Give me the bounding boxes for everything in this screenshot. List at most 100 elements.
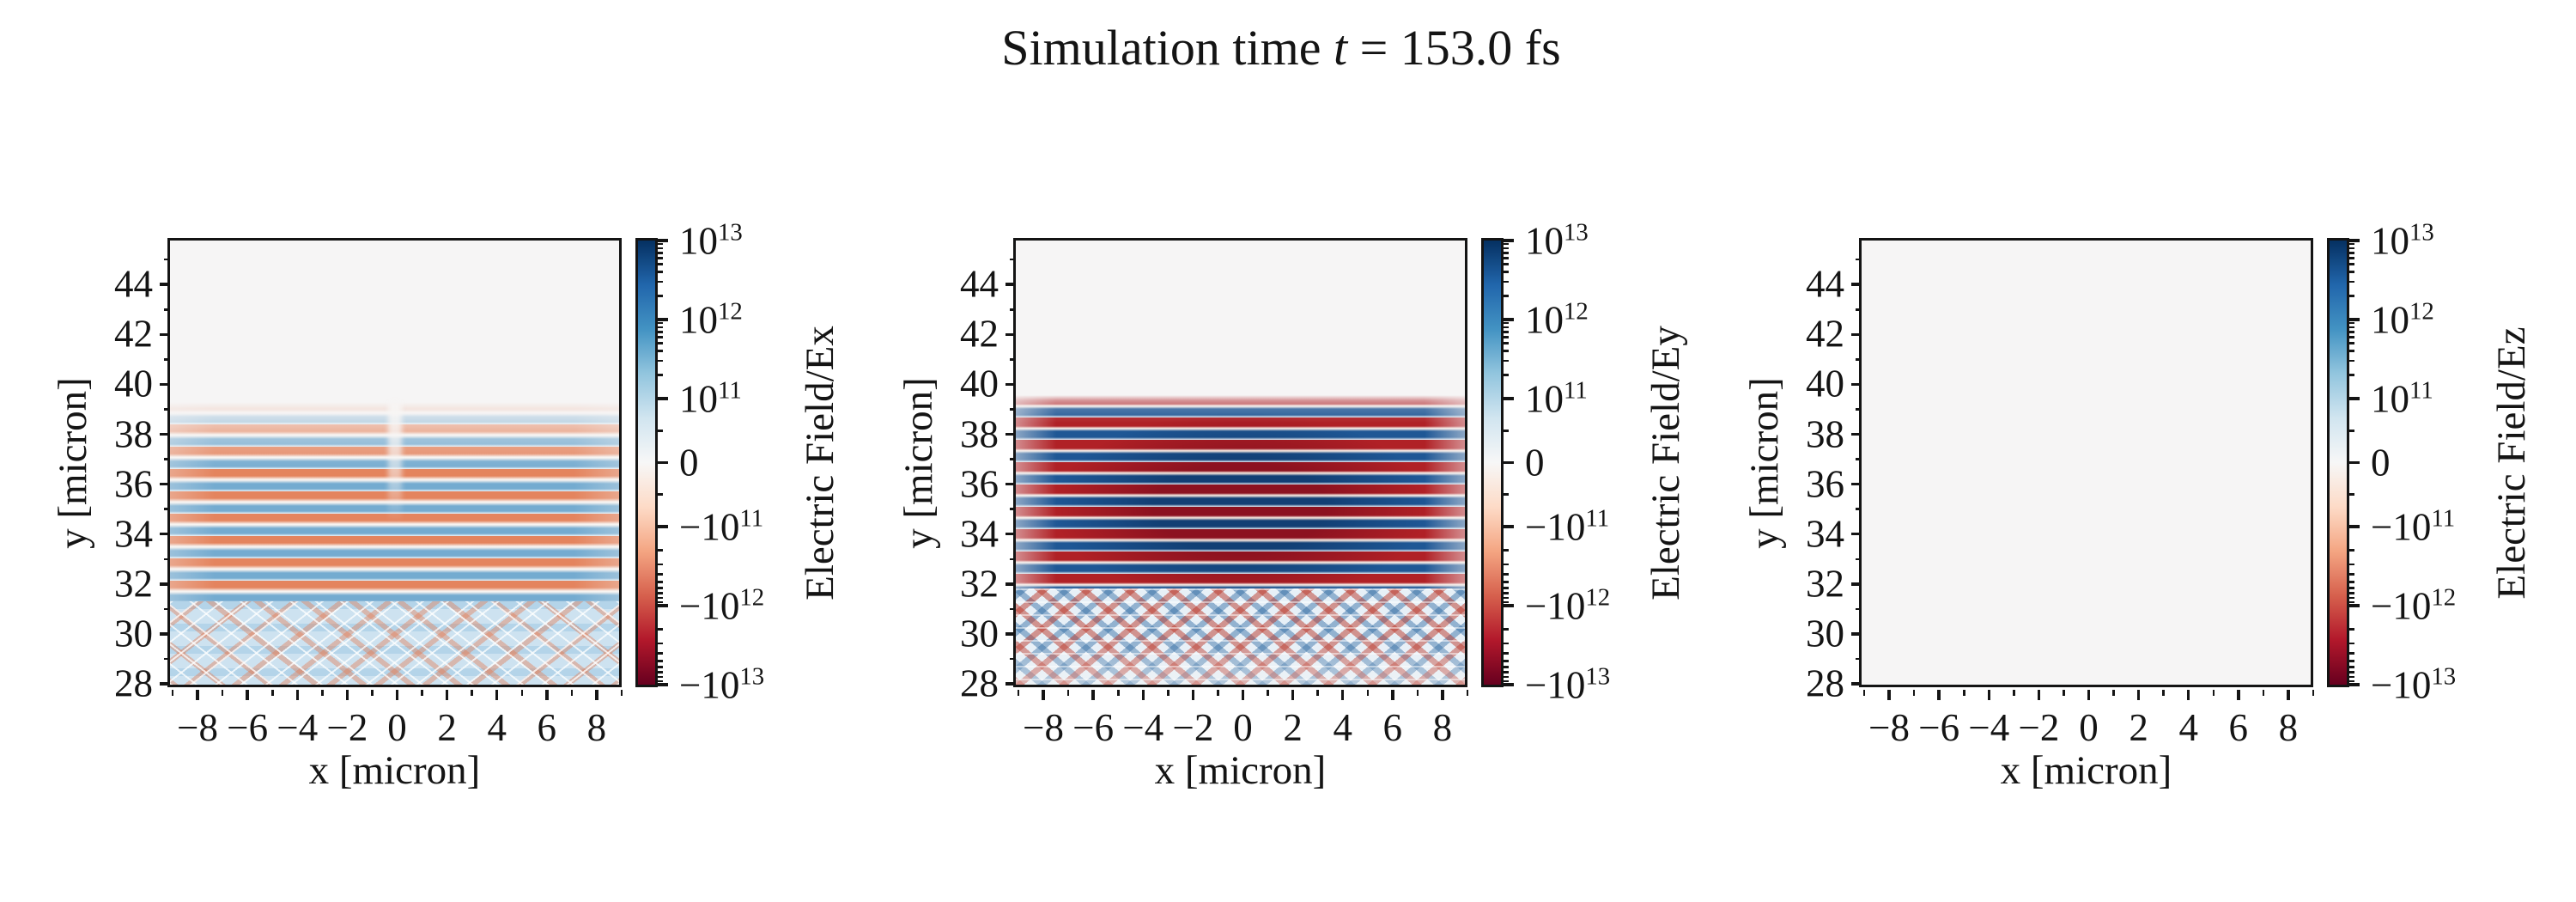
colorbar-tick-label: 1013 (1525, 218, 1589, 263)
colorbar-minor-tick (1501, 374, 1509, 376)
colorbar-minor-tick (2347, 493, 2354, 496)
x-minor-tick (2212, 690, 2215, 696)
y-tick (160, 432, 170, 436)
x-minor-tick (1963, 690, 1965, 696)
y-minor-tick (164, 358, 170, 361)
x-tick (495, 690, 499, 700)
colorbar-minor-tick (655, 587, 663, 589)
y-tick-label: 42 (960, 312, 999, 356)
y-tick (160, 382, 170, 387)
colorbar-minor-tick (655, 252, 663, 254)
colorbar-minor-tick (2347, 263, 2354, 265)
y-minor-tick (1010, 308, 1016, 311)
colorbar-minor-tick (1501, 666, 1509, 668)
y-tick (1851, 632, 1862, 636)
colorbar-tick (2347, 683, 2360, 686)
colorbar-minor-tick (655, 666, 663, 668)
colorbar-minor-tick (2347, 596, 2354, 600)
y-minor-tick (1856, 308, 1862, 311)
x-tick-label: 6 (537, 706, 557, 749)
colorbar-minor-tick (655, 295, 663, 297)
colorbar-minor-tick (2347, 592, 2354, 594)
y-tick-label: 28 (960, 661, 999, 705)
colorbar-minor-tick (1501, 326, 1509, 329)
colorbar-tick (2347, 460, 2360, 465)
colorbar-tick (655, 318, 668, 321)
colorbar-minor-tick (2347, 581, 2354, 583)
colorbar-minor-tick (2347, 600, 2354, 603)
colorbar-minor-tick (1501, 493, 1509, 496)
x-tick (1391, 690, 1394, 700)
colorbar-tick-label: 1012 (679, 297, 743, 342)
x-minor-tick (620, 690, 623, 696)
colorbar-minor-tick (2347, 242, 2354, 246)
colorbar-minor-tick (2347, 666, 2354, 668)
colorbar-minor-tick (1501, 671, 1509, 673)
x-minor-tick (171, 690, 174, 696)
x-minor-tick (1416, 690, 1419, 696)
x-minor-tick (271, 690, 274, 696)
y-tick-label: 30 (114, 612, 153, 655)
y-tick-label: 40 (114, 362, 153, 405)
y-tick-label: 38 (960, 412, 999, 456)
x-minor-tick (221, 690, 224, 696)
x-minor-tick (2063, 690, 2065, 696)
x-minor-tick (1316, 690, 1319, 696)
colorbar-minor-tick (1501, 680, 1509, 683)
colorbar-minor-tick (1501, 257, 1509, 259)
colorbar-minor-tick (2347, 573, 2354, 576)
x-tick (2037, 690, 2041, 700)
x-tick-label: 6 (1382, 706, 1403, 749)
x-minor-tick (421, 690, 423, 696)
x-tick-label: −2 (1172, 706, 1214, 749)
colorbar-minor-tick (1501, 600, 1509, 603)
colorbar-minor-tick (1501, 263, 1509, 265)
y-tick-label: 42 (1806, 312, 1844, 356)
colorbar-minor-tick (655, 642, 663, 645)
colorbar-tick (1501, 239, 1514, 242)
colorbar-tick (1501, 604, 1514, 607)
y-tick-label: 32 (114, 562, 153, 606)
y-tick (160, 283, 170, 286)
colorbar-tick (655, 604, 668, 607)
ex-center-seam (387, 402, 402, 522)
colorbar-tick-label: −1011 (1525, 504, 1610, 549)
colorbar-minor-tick (2347, 271, 2354, 273)
y-tick-label: 28 (1806, 661, 1844, 705)
y-tick (1851, 682, 1862, 686)
x-tick (1042, 690, 1045, 700)
x-minor-tick (1167, 690, 1170, 696)
y-tick (1851, 582, 1862, 586)
y-tick (1005, 632, 1016, 636)
x-tick (1291, 690, 1295, 700)
x-minor-tick (1862, 690, 1866, 696)
x-minor-tick (2013, 690, 2015, 696)
x-tick (1441, 690, 1444, 700)
x-tick (2186, 690, 2190, 700)
colorbar-minor-tick (2347, 350, 2354, 352)
colorbar-tick-label: 0 (2371, 441, 2391, 484)
colorbar-minor-tick (1501, 280, 1509, 283)
x-tick (1191, 690, 1195, 700)
axes-ez: −8 −6 −4 −2 0 2 4 6 8 28 30 32 34 36 38 40 42 44 (1806, 238, 2315, 747)
colorbar-tick (2347, 239, 2360, 242)
y-tick-label: 32 (1806, 562, 1844, 606)
colorbar-minor-tick (2347, 652, 2354, 655)
colorbar-label-ez: Electric Field/Ez (2489, 326, 2534, 600)
ey-intense-core (1016, 395, 1465, 588)
colorbar-minor-tick (655, 331, 663, 333)
title-suffix: = 153.0 fs (1347, 20, 1561, 76)
y-minor-tick (1010, 458, 1016, 460)
colorbar-minor-tick (2347, 680, 2354, 683)
colorbar-minor-tick (2347, 642, 2354, 645)
colorbar-minor-tick (2347, 336, 2354, 338)
y-tick-label: 32 (960, 562, 999, 606)
y-minor-tick (1856, 607, 1862, 611)
y-axis-label: y [micron] (896, 376, 941, 549)
colorbar-tick (2347, 604, 2360, 607)
colorbar-tick-label: −1012 (1525, 583, 1611, 628)
colorbar-tick (2347, 318, 2360, 321)
y-tick-label: 34 (960, 512, 999, 556)
axes-ey: −8 −6 −4 −2 0 2 4 6 8 28 30 32 34 36 38 40 42 44 (960, 238, 1469, 747)
